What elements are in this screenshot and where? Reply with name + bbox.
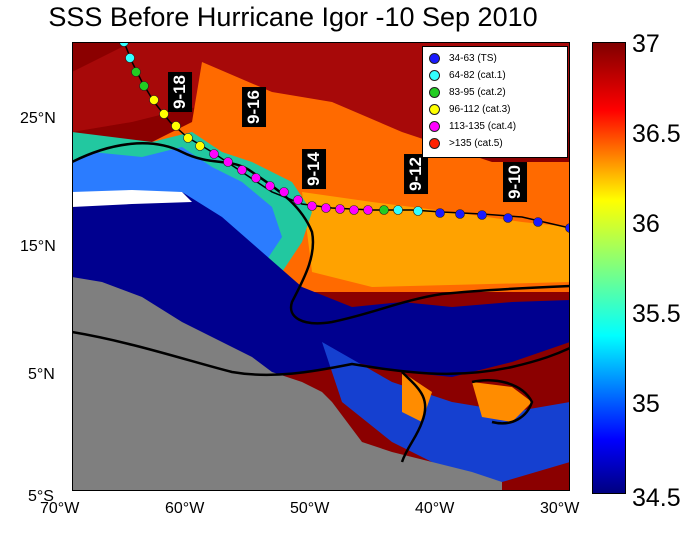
track-point xyxy=(149,95,159,105)
lon-tick-30w: 30°W xyxy=(540,500,580,517)
legend-dot-icon xyxy=(429,86,440,98)
track-point xyxy=(565,223,570,233)
track-point xyxy=(171,121,181,131)
track-point xyxy=(533,217,543,227)
date-label-9-16: 9-16 xyxy=(242,86,267,128)
track-point xyxy=(335,204,345,214)
lon-tick-40w: 40°W xyxy=(415,500,455,517)
legend-item-cat3: 96-112 (cat.3) xyxy=(429,102,511,116)
track-point xyxy=(363,205,373,215)
lat-tick-5s: 5°S xyxy=(28,488,54,505)
lon-tick-70w: 70°W xyxy=(40,500,80,517)
track-point xyxy=(125,53,135,63)
hurricane-track-line xyxy=(123,42,570,229)
track-point xyxy=(293,195,303,205)
track-point xyxy=(195,141,205,151)
colorbar-tick-37: 37 xyxy=(632,30,660,58)
legend-dot-icon xyxy=(429,120,440,132)
track-point xyxy=(379,205,389,215)
track-point xyxy=(455,209,465,219)
colorbar-tick-35: 35 xyxy=(632,390,660,418)
legend-item-ts: 34-63 (TS) xyxy=(429,51,497,65)
south-america-land xyxy=(72,277,502,491)
track-point xyxy=(237,165,247,175)
salinity-colorbar xyxy=(592,42,626,494)
track-point xyxy=(393,205,403,215)
colorbar-tick-36: 36 xyxy=(632,210,660,238)
legend-item-cat2: 83-95 (cat.2) xyxy=(429,85,506,99)
lat-tick-25n: 25°N xyxy=(20,110,56,127)
track-point xyxy=(131,67,141,77)
track-point xyxy=(503,213,513,223)
legend-item-cat5: >135 (cat.5) xyxy=(429,136,503,150)
date-label-9-10: 9-10 xyxy=(503,161,528,203)
caribbean-islands xyxy=(72,190,192,207)
legend-dot-icon xyxy=(429,52,440,64)
track-point xyxy=(159,109,169,119)
track-point xyxy=(413,206,423,216)
lat-tick-15n: 15°N xyxy=(20,238,56,255)
track-point xyxy=(251,173,261,183)
date-label-9-12: 9-12 xyxy=(404,153,429,195)
track-point xyxy=(307,201,317,211)
legend-item-cat4: 113-135 (cat.4) xyxy=(429,119,516,133)
legend-dot-icon xyxy=(429,137,440,149)
category-legend: 34-63 (TS) 64-82 (cat.1) 83-95 (cat.2) 9… xyxy=(422,46,568,158)
legend-item-cat1: 64-82 (cat.1) xyxy=(429,68,506,82)
salinity-contour xyxy=(72,142,570,325)
track-point xyxy=(279,187,289,197)
legend-dot-icon xyxy=(429,69,440,81)
colorbar-tick-34-5: 34.5 xyxy=(632,484,681,512)
track-point xyxy=(349,205,359,215)
colorbar-tick-36-5: 36.5 xyxy=(632,120,681,148)
date-label-9-18: 9-18 xyxy=(168,71,193,113)
track-point xyxy=(209,149,219,159)
lon-tick-50w: 50°W xyxy=(290,500,330,517)
track-point xyxy=(477,210,487,220)
track-point xyxy=(321,203,331,213)
page-title: SSS Before Hurricane Igor -10 Sep 2010 xyxy=(48,2,538,32)
lon-tick-60w: 60°W xyxy=(165,500,205,517)
track-point xyxy=(265,181,275,191)
legend-dot-icon xyxy=(429,103,440,115)
lat-tick-5n: 5°N xyxy=(28,366,55,383)
date-label-9-14: 9-14 xyxy=(302,148,327,190)
colorbar-tick-35-5: 35.5 xyxy=(632,300,681,328)
track-point xyxy=(139,81,149,91)
track-point xyxy=(183,133,193,143)
track-point xyxy=(435,208,445,218)
track-point xyxy=(223,157,233,167)
track-point xyxy=(119,42,129,47)
